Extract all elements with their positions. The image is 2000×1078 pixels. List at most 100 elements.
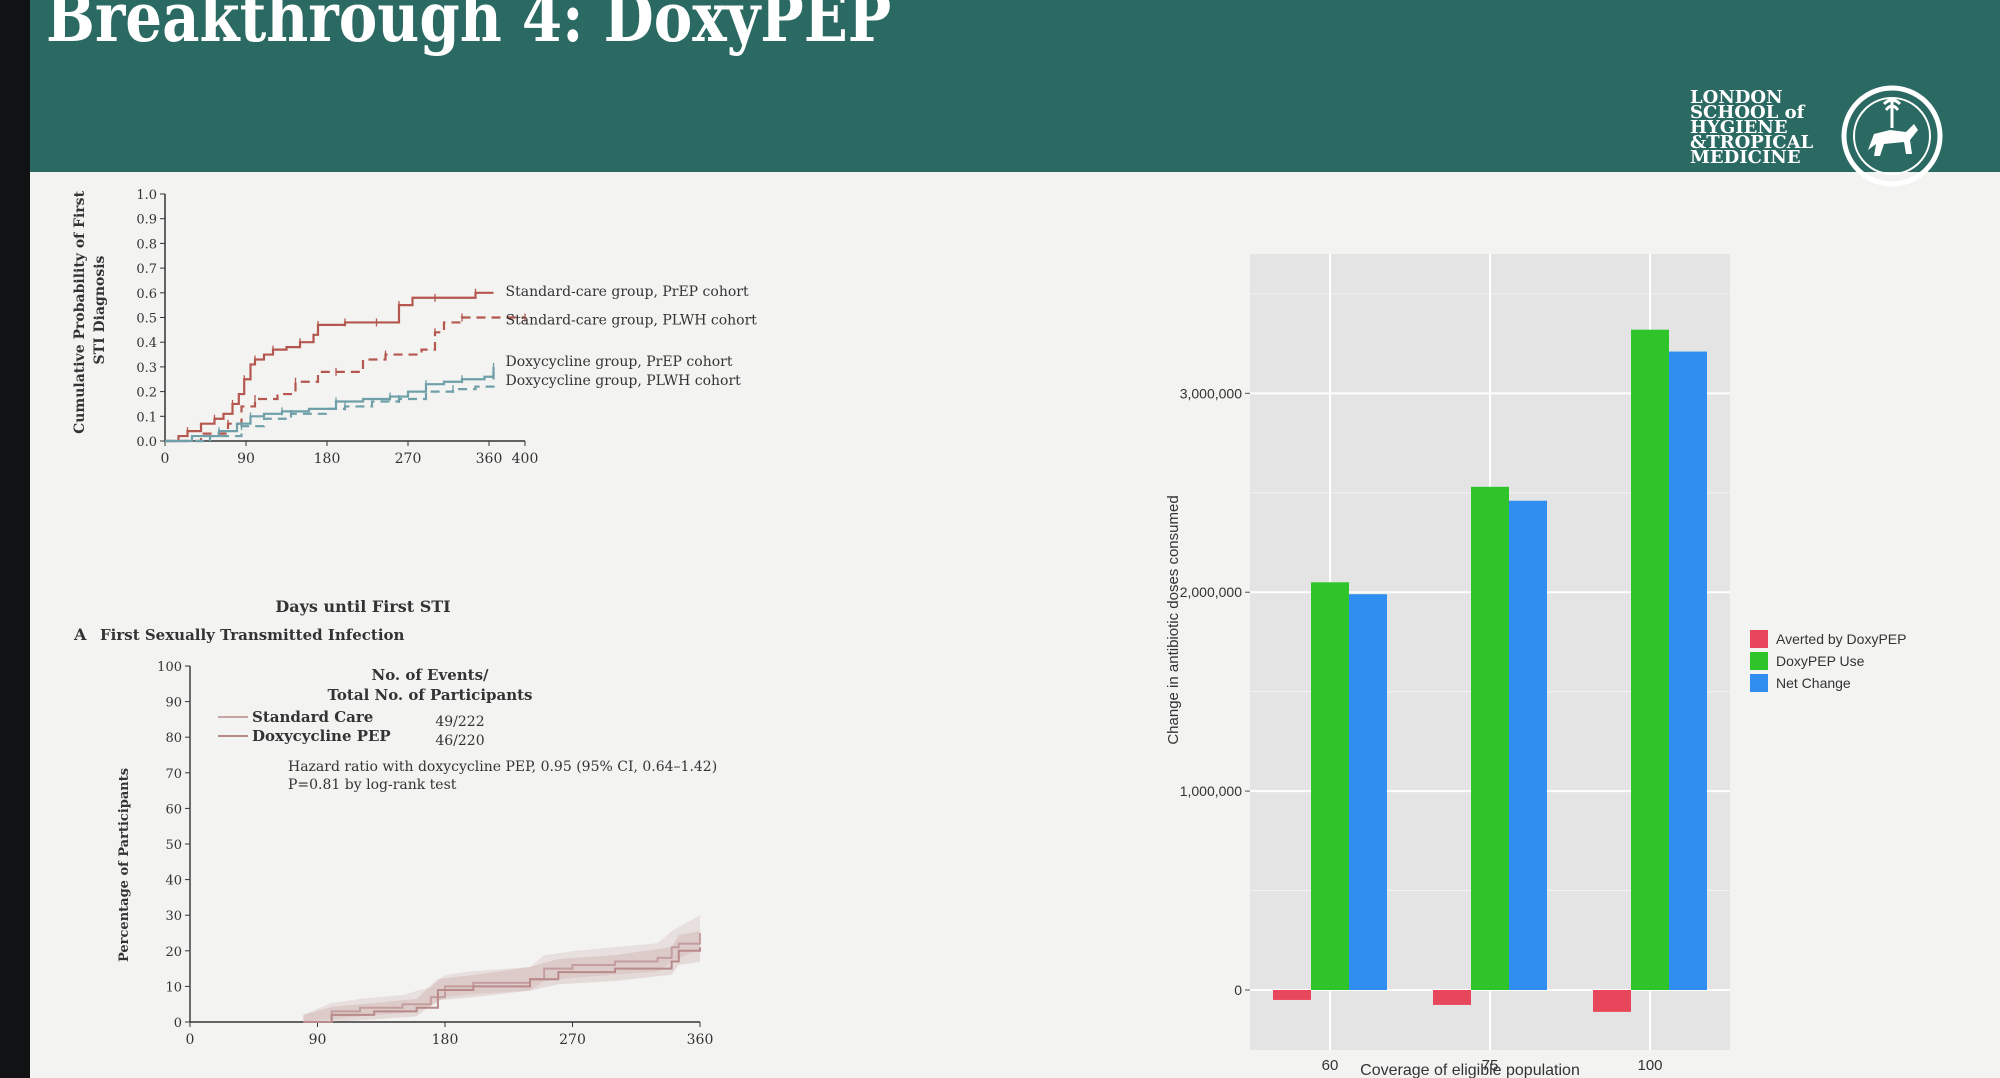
pct-y-tick-label: 70 [165,767,182,782]
km-y-axis-label-line: Cumulative Probability of First [72,190,88,433]
lshtm-crest-icon [1841,85,1943,187]
km-y-tick-label: 0.7 [136,262,157,277]
bar-x-tick-label: 60 [1322,1057,1339,1074]
pct-y-tick-label: 50 [165,838,182,853]
km-y-tick-label: 0.8 [136,237,157,252]
pct-x-tick-label: 270 [559,1032,586,1048]
km-x-tick-label: 90 [237,451,255,467]
table-header-line: Total No. of Participants [327,686,532,704]
km-series-label: Standard-care group, PLWH cohort [506,313,758,329]
km-y-axis-label-line: STI Diagnosis [92,255,108,364]
pct-x-tick-label: 90 [309,1032,327,1048]
pct-y-tick-label: 60 [165,802,182,817]
bar-legend-label: Averted by DoxyPEP [1776,631,1906,647]
km-chart: 0.0 0.1 0.2 0.3 0.4 0.5 0.6 0.7 0.8 0.9 1.0 0 90 180 2… [72,186,758,616]
annotation-line: P=0.81 by log-rank test [288,777,457,793]
bar-averted-by-doxypep [1273,990,1311,1000]
km-y-tick-label: 0.6 [136,287,157,302]
bar-y-tick-label: 1,000,000 [1180,783,1242,799]
bar-legend-swatch [1750,674,1768,692]
bar-net-change [1509,500,1547,990]
km-y-tick-label: 0.5 [136,312,157,327]
km-y-tick-label: 0.9 [136,213,157,228]
pct-x-tick-label: 0 [186,1032,195,1048]
km-lines: Standard-care group, PrEP cohort Standard… [165,284,758,443]
logo-line: HYGIENE [1690,117,1788,138]
annotation-line: Hazard ratio with doxycycline PEP, 0.95 … [288,759,717,775]
slide: Breakthrough 4: DoxyPEP LONDON SCHOOL of… [30,0,2000,1078]
bar-net-change [1669,351,1707,990]
pct-x-tick-label: 180 [432,1032,459,1048]
pct-y-tick-label: 80 [165,731,182,746]
panel-a-heading: A First Sexually Transmitted Infection [73,625,405,644]
logo-line: SCHOOL of [1690,102,1805,123]
km-x-tick-label: 360 [476,451,503,467]
pct-y-tick-label: 100 [157,660,182,675]
pct-chart: 0 10 20 30 40 50 60 70 80 90 100 0 90 180 270 360 Perce… [117,660,717,1048]
km-x-tick-label: 270 [395,451,422,467]
bar-x-axis-label: Coverage of eligible population [1360,1062,1580,1078]
pct-y-tick-label: 10 [165,980,182,995]
km-y-tick-label: 0.0 [136,435,157,450]
pct-x-tick-label: 360 [687,1032,714,1048]
bar-doxypep-use [1471,486,1509,990]
group-name: Doxycycline PEP [252,727,391,745]
lshtm-logo: LONDON SCHOOL of HYGIENE &TROPICAL MEDIC… [1690,84,1980,194]
table-header-line: No. of Events/ [371,666,489,684]
logo-wordmark: LONDON SCHOOL of HYGIENE &TROPICAL MEDIC… [1690,87,1840,168]
pct-series-line [303,947,701,1023]
pct-areas [303,915,701,1023]
logo-line: MEDICINE [1690,147,1801,168]
pct-y-axis-label: Percentage of Participants [117,768,132,962]
km-y-axis-label: Cumulative Probability of First STI Diag… [72,186,108,434]
km-y-tick-label: 0.3 [136,361,157,376]
km-y-tick-label: 0.4 [136,336,157,351]
pct-y-tick-label: 90 [165,696,182,711]
group-name: Standard Care [252,708,373,726]
pct-y-tick-label: 0 [174,1016,182,1031]
km-series-line [165,366,495,443]
bar-y-tick-label: 0 [1234,982,1242,998]
group-events: 46/220 [435,733,484,749]
logo-line: LONDON [1690,87,1783,108]
km-x-tick-label: 0 [161,451,170,467]
pct-axes: 0 10 20 30 40 50 60 70 80 90 100 0 90 180 270 360 [157,660,713,1048]
bar-y-tick-label: 3,000,000 [1180,385,1242,401]
bar-legend-swatch [1750,652,1768,670]
bar-marks [1273,329,1707,1012]
bar-averted-by-doxypep [1593,990,1631,1012]
km-x-tick-label: 400 [512,451,539,467]
pct-y-tick-label: 40 [165,874,182,889]
bar-legend-label: Net Change [1776,675,1851,691]
pct-confidence-band [303,931,700,1022]
panel-label: A [73,625,87,644]
km-series-label: Standard-care group, PrEP cohort [506,284,749,300]
bar-legend-label: DoxyPEP Use [1776,653,1865,669]
km-y-tick-label: 0.2 [136,386,157,401]
panel-title: First Sexually Transmitted Infection [100,626,405,644]
logo-line: &TROPICAL [1690,132,1814,153]
pct-y-tick-label: 30 [165,909,182,924]
bar-x-tick-label: 75 [1482,1057,1499,1074]
pct-y-tick-label: 20 [165,945,182,960]
km-axes: 0.0 0.1 0.2 0.3 0.4 0.5 0.6 0.7 0.8 0.9 1.0 0 90 180 2… [136,188,538,467]
km-x-tick-label: 180 [314,451,341,467]
bar-doxypep-use [1631,329,1669,990]
bar-legend-swatch [1750,630,1768,648]
slide-title: Breakthrough 4: DoxyPEP [46,0,892,58]
km-y-tick-label: 1.0 [136,188,157,203]
bar-net-change [1349,594,1387,990]
km-series-label: Doxycycline group, PrEP cohort [506,354,733,370]
bar-averted-by-doxypep [1433,990,1471,1005]
bar-x-tick-label: 100 [1637,1057,1662,1074]
bar-legend: Averted by DoxyPEP DoxyPEP Use Net Change [1750,630,1906,692]
bar-doxypep-use [1311,582,1349,990]
bar-y-tick-label: 2,000,000 [1180,584,1242,600]
km-series-label: Doxycycline group, PLWH cohort [506,373,742,389]
km-x-axis-label: Days until First STI [275,597,450,616]
km-y-tick-label: 0.1 [136,410,157,425]
bar-y-axis-label: Change in antibiotic doses consumed [1165,495,1182,744]
bar-chart: 0 1,000,000 2,000,000 3,000,000 60 75 100 Aver… [1165,254,1906,1078]
pct-confidence-band [303,915,700,1022]
group-events: 49/222 [435,714,484,730]
